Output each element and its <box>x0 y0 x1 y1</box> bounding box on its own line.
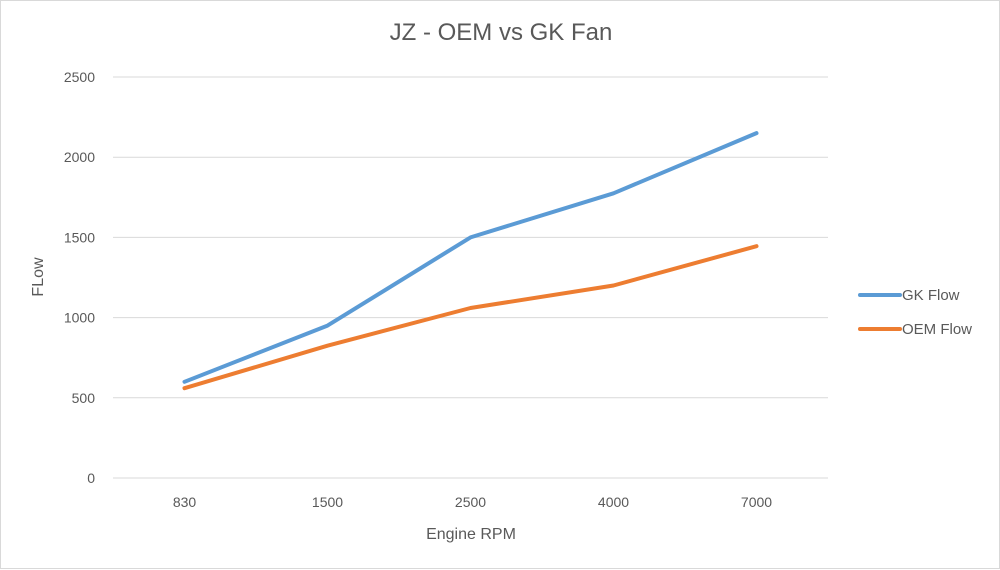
legend-label: OEM Flow <box>902 321 972 338</box>
x-tick-label: 4000 <box>598 494 629 510</box>
legend-label: GK Flow <box>902 287 960 304</box>
y-tick-label: 2000 <box>64 149 95 165</box>
y-tick-label: 1000 <box>64 310 95 326</box>
x-tick-label: 1500 <box>312 494 343 510</box>
series-line-gk-flow <box>182 131 759 384</box>
y-tick-label: 2500 <box>64 69 95 85</box>
x-tick-label: 7000 <box>741 494 772 510</box>
y-axis-title: FLow <box>30 257 47 297</box>
x-tick-label: 830 <box>173 494 197 510</box>
chart-title: JZ - OEM vs GK Fan <box>389 19 613 46</box>
x-tick-label: 2500 <box>455 494 486 510</box>
x-axis-title: Engine RPM <box>426 526 516 543</box>
y-tick-label: 1500 <box>64 229 95 245</box>
y-tick-label: 500 <box>72 390 96 406</box>
y-tick-label: 0 <box>87 470 95 486</box>
series-line-oem-flow <box>182 244 759 391</box>
